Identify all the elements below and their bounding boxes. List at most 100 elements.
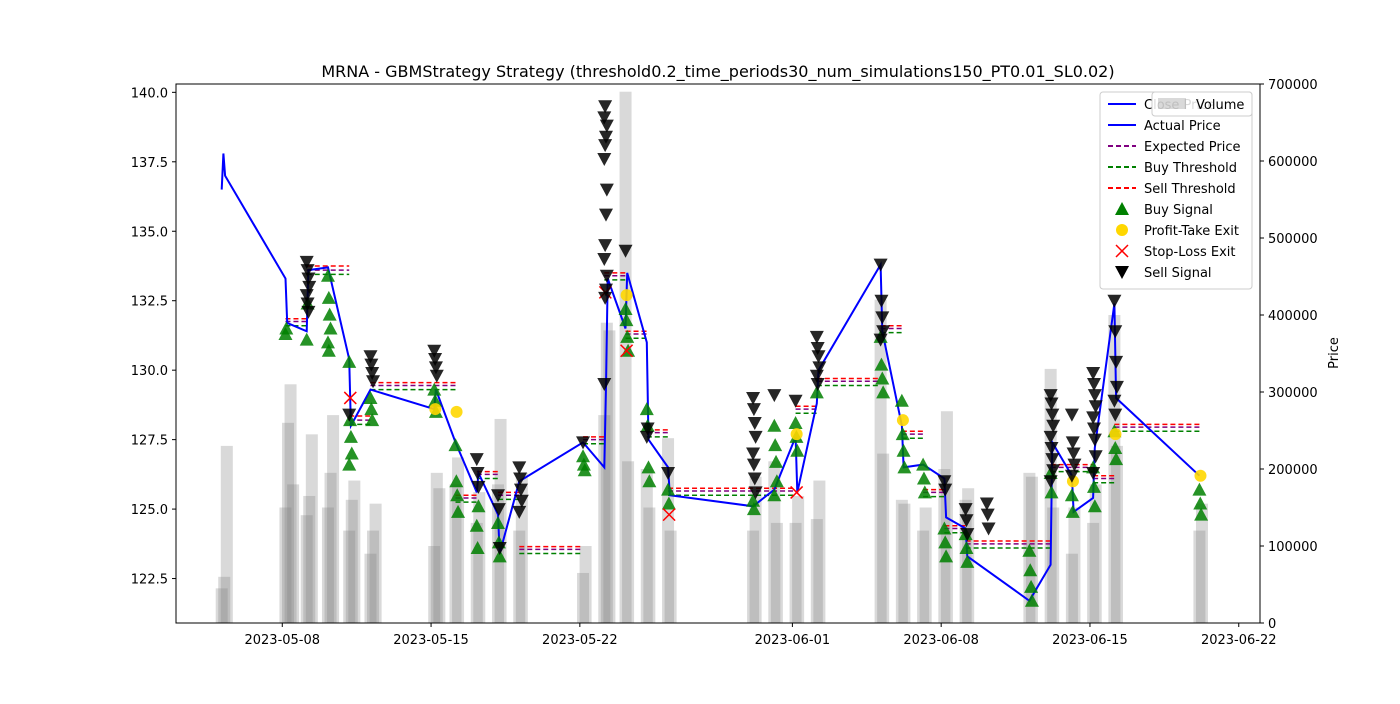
sell-signal-marker <box>1086 411 1101 425</box>
buy-signal-marker <box>746 493 761 507</box>
sell-signal-marker <box>300 297 315 311</box>
legend-item: Buy Threshold <box>1108 161 1237 176</box>
volume-bar <box>579 546 592 623</box>
buy-signal-marker <box>279 321 294 335</box>
legend-item: Sell Threshold <box>1108 182 1236 197</box>
sell-signal-marker <box>301 305 316 319</box>
volume-bar <box>1047 507 1060 623</box>
sell-signal-marker <box>1108 325 1123 339</box>
volume-legend-swatch <box>1158 98 1186 109</box>
volume-bar <box>284 384 297 623</box>
y-tick-label: 122.5 <box>131 573 168 588</box>
buy-signal-marker <box>448 438 463 452</box>
profit-take-marker <box>1194 469 1207 482</box>
buy-signal-marker <box>767 418 782 432</box>
legend-label: Stop-Loss Exit <box>1144 245 1236 260</box>
sell-signal-marker <box>299 255 314 269</box>
buy-signal-marker <box>639 402 654 416</box>
x-tick-label: 2023-06-15 <box>1052 633 1128 648</box>
legend-swatch <box>1116 224 1128 236</box>
sell-signal-marker <box>1107 394 1122 408</box>
sell-signal-marker <box>767 389 782 403</box>
marker-layer <box>278 100 1209 607</box>
buy-signal-marker <box>768 438 783 452</box>
volume-bar <box>877 453 890 623</box>
y2-tick-label: 0 <box>1268 617 1276 632</box>
buy-signal-marker <box>916 457 931 471</box>
sell-signal-marker <box>938 483 953 497</box>
sell-signal-marker <box>366 375 381 389</box>
buy-signal-marker <box>1087 499 1102 513</box>
axis-layer: 122.5 125.0 127.5 130.0 132.5 135.0 137.5 140.0… <box>131 78 1318 648</box>
sell-signal-marker <box>492 541 507 555</box>
buy-signal-marker <box>492 549 507 563</box>
volume-bar <box>1089 484 1102 623</box>
sell-signal-marker <box>1046 464 1061 478</box>
volume-bar <box>603 330 616 623</box>
sell-signal-marker <box>960 528 975 542</box>
sell-signal-marker <box>301 272 316 286</box>
legend-swatch <box>1115 202 1129 215</box>
sell-signal-marker <box>1087 433 1102 447</box>
sell-signal-marker <box>810 378 825 392</box>
x-tick-label: 2023-06-22 <box>1201 633 1277 648</box>
sell-signal-marker <box>1043 475 1058 489</box>
buy-signal-marker <box>896 443 911 457</box>
legend-swatch <box>1115 244 1129 258</box>
buy-signal-marker <box>894 393 909 407</box>
sell-signal-marker <box>873 258 888 272</box>
profit-take-marker <box>450 405 463 418</box>
buy-signal-marker <box>618 302 633 316</box>
buy-signal-marker <box>746 502 761 516</box>
buy-signal-marker <box>809 385 824 399</box>
y2-tick-label: 500000 <box>1268 232 1318 247</box>
volume-bar <box>433 488 446 623</box>
volume-bar <box>1110 445 1123 623</box>
legend-label: Sell Threshold <box>1144 182 1236 197</box>
volume-bar <box>428 546 441 623</box>
sell-signal-marker <box>1064 408 1079 422</box>
buy-signal-marker <box>1064 488 1079 502</box>
sell-signal-marker <box>428 361 443 375</box>
buy-signal-marker <box>1192 482 1207 496</box>
sell-signal-marker <box>1086 422 1101 436</box>
sell-signal-marker <box>1064 469 1079 483</box>
sell-signal-marker <box>342 408 357 422</box>
sell-signal-marker <box>1065 436 1080 450</box>
sell-signal-marker <box>874 294 889 308</box>
sell-signal-marker <box>598 283 613 297</box>
volume-bar <box>1065 553 1078 623</box>
sell-signal-marker <box>598 239 613 253</box>
buy-signal-marker <box>642 474 657 488</box>
sell-signal-marker <box>512 505 527 519</box>
sell-signal-marker <box>618 244 633 258</box>
volume-bar <box>810 519 823 623</box>
sell-signal-marker <box>1066 447 1081 461</box>
buy-signal-marker <box>620 329 635 343</box>
y2-tick-label: 700000 <box>1268 78 1318 93</box>
buy-signal-marker <box>767 488 782 502</box>
sell-signal-marker <box>747 416 762 430</box>
buy-signal-marker <box>619 313 634 327</box>
volume-bar <box>348 480 361 623</box>
buy-signal-marker <box>299 332 314 346</box>
volume-bar <box>430 472 443 623</box>
legend-label: Expected Price <box>1144 140 1241 155</box>
sell-signal-marker <box>812 361 827 375</box>
volume-bar <box>220 445 233 623</box>
volume-bar <box>321 507 334 623</box>
volume-bar <box>287 484 300 623</box>
sell-signal-marker <box>640 422 655 436</box>
sell-signal-marker <box>1044 441 1059 455</box>
sell-signal-marker <box>598 139 613 153</box>
volume-bar <box>449 484 462 623</box>
sell-signal-marker <box>599 269 614 283</box>
chart-title: MRNA - GBMStrategy Strategy (threshold0.… <box>321 62 1114 82</box>
legend-item: Profit-Take Exit <box>1116 224 1239 239</box>
sell-signal-marker <box>1088 400 1103 414</box>
buy-signal-marker <box>788 415 803 429</box>
buy-signal-marker <box>769 474 784 488</box>
stop-loss-stroke <box>662 508 676 522</box>
sell-signal-marker <box>661 466 676 480</box>
